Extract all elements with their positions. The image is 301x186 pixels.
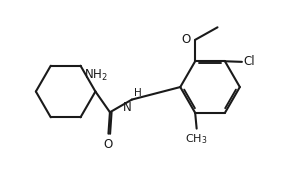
Text: NH$_2$: NH$_2$ xyxy=(83,68,107,83)
Text: N: N xyxy=(123,101,131,114)
Text: Cl: Cl xyxy=(244,55,255,68)
Text: H: H xyxy=(134,87,142,97)
Text: O: O xyxy=(181,33,191,46)
Text: O: O xyxy=(104,138,113,151)
Text: CH$_3$: CH$_3$ xyxy=(185,132,208,146)
